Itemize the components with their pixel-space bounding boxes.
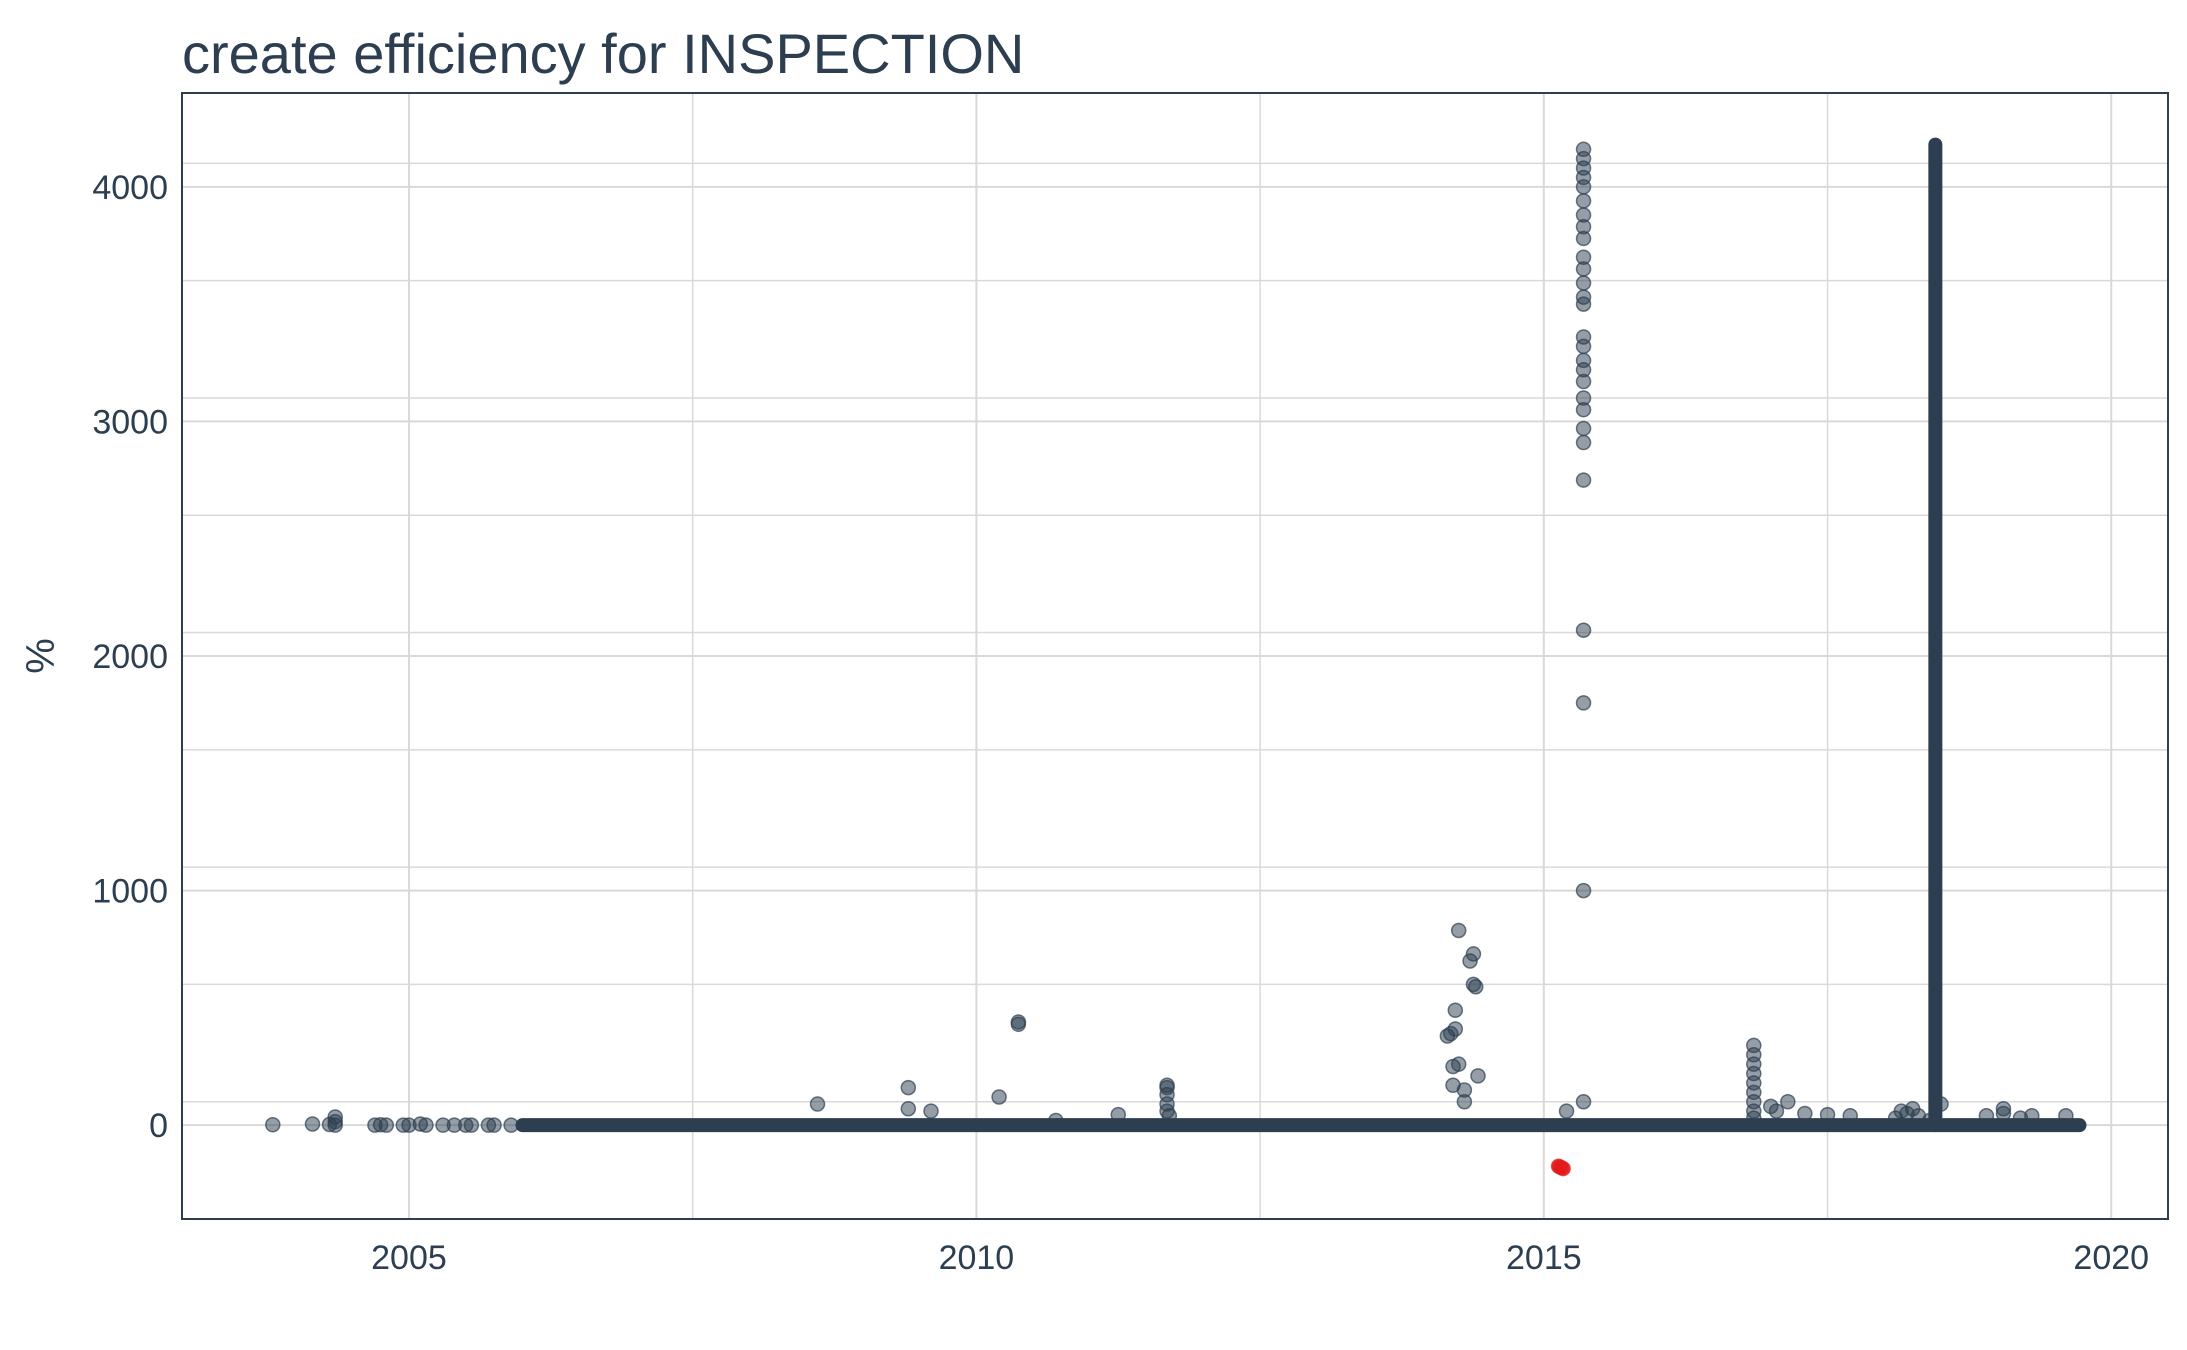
data-point	[1447, 1002, 1464, 1018]
x-tick-label: 2020	[2073, 1239, 2149, 1277]
data-point	[1575, 695, 1592, 711]
data-point	[1575, 472, 1592, 488]
data-point	[1575, 289, 1592, 305]
data-point	[1558, 1103, 1575, 1119]
data-point	[1575, 1093, 1592, 1110]
data-point	[1010, 1016, 1027, 1033]
y-tick-label: 4000	[92, 169, 168, 207]
data-point	[1447, 1021, 1464, 1037]
data-point	[1780, 1093, 1796, 1110]
data-point	[1575, 390, 1592, 406]
data-point	[1575, 249, 1592, 265]
y-axis-title: %	[19, 638, 63, 674]
data-point	[418, 1117, 434, 1133]
data-point	[1575, 329, 1592, 345]
data-point	[1575, 193, 1592, 209]
data-point	[1456, 1082, 1473, 1098]
plot-frame	[181, 92, 2169, 1220]
data-point	[1470, 1068, 1486, 1084]
data-point	[1575, 352, 1592, 369]
data-point	[1575, 207, 1592, 223]
data-point	[378, 1117, 395, 1133]
data-point	[900, 1100, 917, 1117]
grid-lines	[182, 93, 2168, 1219]
data-point	[1575, 275, 1592, 291]
data-point	[304, 1116, 321, 1132]
points-layer	[265, 137, 2087, 1177]
highlight-point	[1555, 1160, 1571, 1177]
data-point	[809, 1096, 826, 1112]
x-tick-label: 2015	[1506, 1239, 1582, 1277]
data-point	[463, 1117, 480, 1133]
data-point	[1575, 434, 1592, 451]
data-point	[265, 1116, 281, 1133]
data-point	[1465, 946, 1482, 962]
data-point	[486, 1117, 502, 1133]
data-point	[1467, 979, 1484, 995]
chart-title: create efficiency for INSPECTION	[182, 22, 1025, 85]
y-tick-label: 1000	[92, 873, 168, 911]
data-point	[1575, 882, 1592, 899]
data-point	[1575, 622, 1592, 638]
data-point	[991, 1089, 1007, 1105]
data-point	[1450, 922, 1467, 939]
y-tick-label: 2000	[92, 638, 168, 676]
data-point	[1575, 420, 1592, 437]
data-point	[1450, 1056, 1467, 1072]
dense-point-band-vertical	[1928, 137, 1943, 1133]
x-tick-label: 2010	[939, 1239, 1015, 1277]
tick-labels: 0 1000 2000 3000 4000 2005 2010 2015 2020	[92, 169, 2149, 1277]
data-point	[1575, 141, 1592, 158]
x-tick-label: 2005	[371, 1239, 447, 1277]
data-point	[327, 1117, 343, 1133]
dense-point-band-horizontal	[515, 1118, 2087, 1133]
y-tick-label: 0	[149, 1107, 168, 1145]
data-point	[923, 1103, 939, 1119]
y-tick-label: 3000	[92, 403, 168, 441]
data-point	[900, 1079, 917, 1096]
data-point	[1768, 1103, 1785, 1119]
